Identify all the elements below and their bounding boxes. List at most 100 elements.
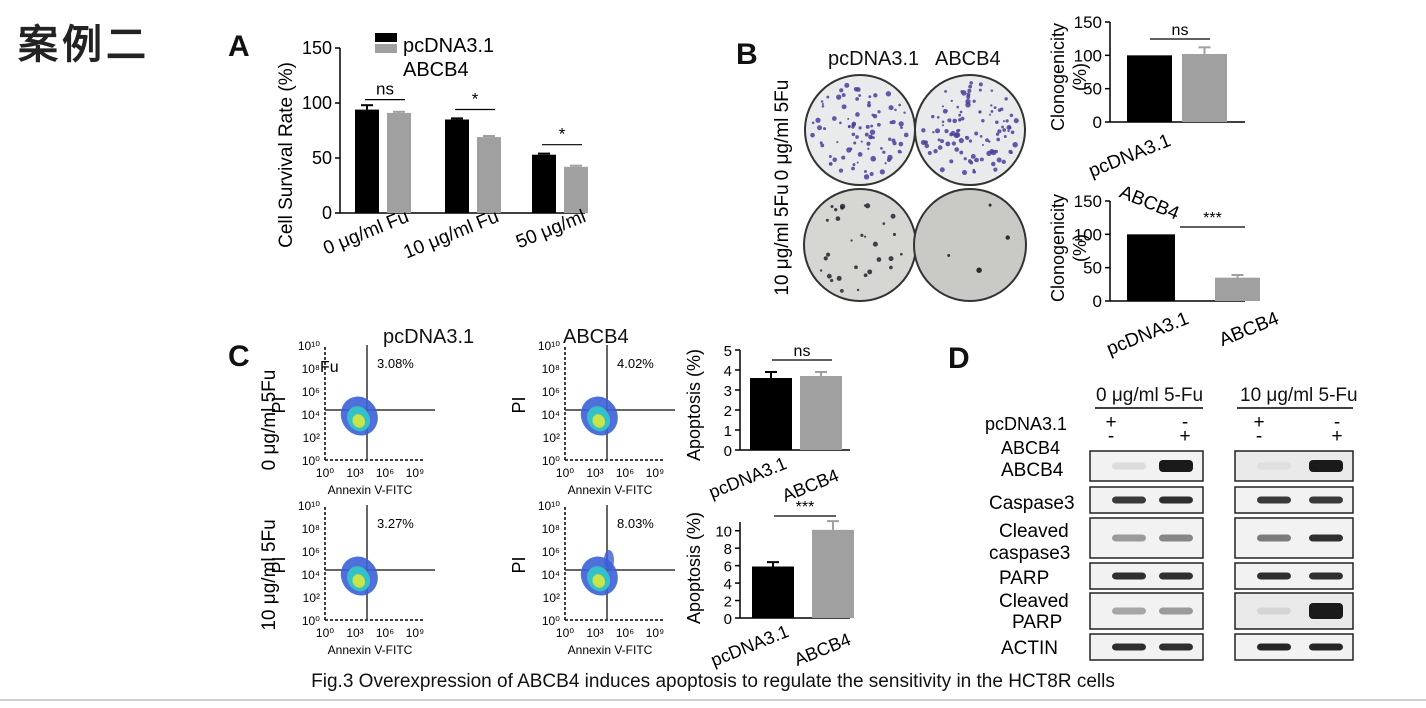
- panel-c-bottom-ytick-label: 4: [724, 576, 732, 593]
- blot-label-parp-2: PARP: [1012, 612, 1062, 633]
- flow-ylabel-2: PI: [269, 556, 289, 573]
- colony-dot: [892, 232, 896, 236]
- colony-dot: [937, 138, 941, 142]
- flow-xtick-label: 10⁰: [556, 466, 574, 480]
- panel-a-bar-1-0: [445, 119, 469, 213]
- blot-band: [1257, 496, 1291, 504]
- panel-c-bottom-bar-0: [752, 566, 794, 618]
- panel-b-bottom-ylabel-2: (%): [1070, 234, 1090, 262]
- panel-c-top-ytick-label: 0: [724, 443, 732, 460]
- flow-ytick-label: 10⁴: [301, 568, 320, 582]
- colony-dot: [870, 124, 874, 128]
- colony-dot: [955, 129, 960, 133]
- colony-dot: [891, 119, 896, 125]
- panel-d-western-blot: pcDNA3.1 ABCB4 +--++--+ ABCB4 Caspase3 C…: [985, 407, 1354, 661]
- panel-b-row-label-1: 10 μg/ml 5Fu: [772, 184, 793, 295]
- panel-b-bottom-ytick-label: 50: [1083, 259, 1102, 278]
- panel-c-flow-plots: 0 μg/ml 5Fu 10 μg/ml 5Fu Fu 10⁰ 10² 10⁴ 10⁶…: [259, 339, 675, 657]
- colony-dot: [1007, 129, 1010, 133]
- colony-dot: [1001, 125, 1004, 129]
- blot-band: [1159, 643, 1193, 651]
- colony-dot: [900, 126, 903, 130]
- colony-dot: [866, 103, 872, 108]
- flow-percentage-0: 3.08%: [377, 356, 414, 371]
- sign-pcdna-2: +: [1253, 412, 1264, 433]
- colony-dot: [841, 155, 846, 160]
- flow-ytick-label: 10⁰: [542, 454, 560, 468]
- sign-pcdna-3: -: [1334, 412, 1340, 433]
- colony-dot: [836, 94, 842, 100]
- sign-pcdna-0: +: [1105, 412, 1116, 433]
- colony-dot: [819, 269, 823, 272]
- panel-b-top-ytick-label: 0: [1093, 113, 1102, 132]
- panel-b-bottom-ylabel-1: Clonogenicity: [1048, 194, 1068, 302]
- colony-dot: [853, 86, 859, 92]
- flow-ytick-label: 10⁴: [541, 408, 560, 422]
- blot-band: [1112, 572, 1146, 580]
- blot-label-actin: ACTIN: [1001, 638, 1058, 659]
- legend-abcb4-label: ABCB4: [403, 59, 469, 81]
- blot-band: [1112, 534, 1146, 542]
- flow-percentage-3: 8.03%: [617, 516, 654, 531]
- panel-b-top-xlabel-0: pcDNA3.1: [1086, 130, 1174, 182]
- colony-dot: [839, 121, 842, 125]
- panel-b-col-label-pcdna: pcDNA3.1: [828, 48, 920, 70]
- colony-dot: [951, 141, 957, 146]
- colony-dot: [858, 126, 862, 130]
- panel-c-top-ytick-label: 3: [724, 383, 732, 400]
- colony-dot: [863, 235, 867, 238]
- colony-dot: [840, 205, 844, 210]
- colony-dot: [968, 139, 973, 143]
- panel-a-bar-0-1: [387, 112, 411, 213]
- colony-dot: [865, 203, 871, 209]
- colony-dot: [993, 106, 997, 110]
- colony-dot: [830, 205, 834, 209]
- panel-b-bottom-bar-1: [1215, 277, 1260, 301]
- blot-label-caspase3: Caspase3: [989, 493, 1075, 514]
- colony-dot: [868, 95, 872, 99]
- blot-band: [1159, 496, 1193, 504]
- colony-dot: [978, 88, 982, 92]
- colony-dot: [993, 167, 998, 172]
- colony-dot: [832, 157, 837, 162]
- colony-dot: [894, 108, 897, 112]
- flow-ytick-label: 10⁶: [302, 545, 320, 559]
- panel-c-bottom-sig-label: ***: [796, 499, 815, 516]
- flow-ytick-label: 10¹⁰: [538, 339, 560, 353]
- flow-xtick-label: 10⁶: [616, 466, 634, 480]
- panel-b-top-sig-label: ns: [1172, 22, 1189, 39]
- flow-xtick-label: 10³: [586, 466, 603, 480]
- colony-dot: [986, 150, 992, 157]
- colony-dot: [825, 218, 829, 222]
- panel-a-sig-label: *: [472, 90, 479, 109]
- colony-dot: [887, 154, 893, 161]
- blot-label-cleaved-1: Cleaved: [999, 521, 1069, 542]
- flow-ytick-label: 10⁶: [542, 385, 560, 399]
- colony-dot: [836, 275, 842, 281]
- colony-dot: [830, 278, 834, 283]
- colony-dot: [853, 141, 857, 145]
- sign-abcb4-0: -: [1108, 426, 1114, 447]
- colony-dot: [877, 110, 881, 114]
- colony-dot: [927, 151, 932, 156]
- colony-dot: [826, 95, 830, 99]
- colony-dot: [903, 111, 906, 114]
- colony-dot: [844, 82, 850, 88]
- header-title: 案例二: [18, 21, 150, 68]
- blot-band: [1112, 643, 1146, 651]
- panel-c-bottom-ytick-label: 10: [715, 524, 732, 541]
- colony-dot: [972, 99, 976, 103]
- flow-ylabel-1: PI: [509, 396, 529, 413]
- colony-dot: [959, 150, 964, 155]
- flow-density-core: [592, 574, 605, 588]
- colony-dot: [820, 100, 824, 103]
- colony-dot: [991, 161, 996, 167]
- blot-band: [1257, 572, 1291, 580]
- colony-dot: [958, 113, 962, 117]
- colony-dot: [828, 155, 832, 158]
- colony-dot: [889, 265, 893, 270]
- colony-dot: [1002, 120, 1006, 123]
- panel-b-top-xlabel-1: ABCB4: [1116, 182, 1182, 225]
- colony-dot: [1000, 107, 1004, 111]
- colony-dot: [988, 203, 992, 207]
